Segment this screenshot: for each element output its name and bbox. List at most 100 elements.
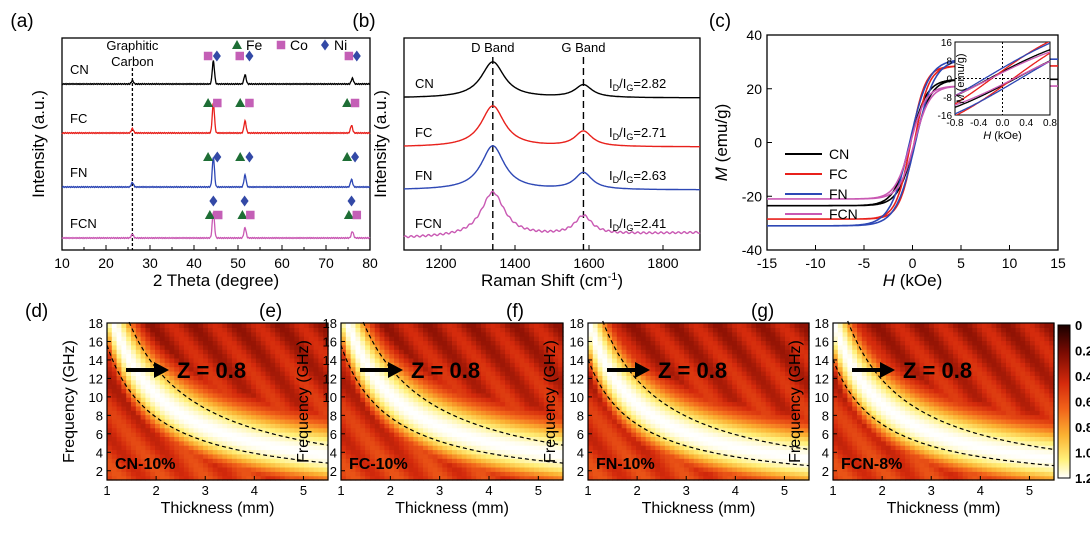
heatmap-cell: [621, 388, 628, 394]
heatmap-cell: [548, 410, 554, 416]
heatmap-cell: [350, 340, 357, 346]
heatmap-cell: [236, 458, 243, 464]
heatmap-cell: [159, 445, 166, 451]
heatmap-cell: [413, 418, 419, 424]
heatmap-cell: [212, 418, 219, 424]
heatmap-cell: [741, 440, 748, 446]
heatmap-cell: [236, 449, 243, 455]
heatmap-cell: [712, 375, 719, 381]
heatmap-cell: [765, 410, 772, 416]
heatmap-cell: [447, 405, 453, 411]
heatmap-cell: [116, 362, 123, 368]
heatmap-cell: [669, 323, 676, 328]
co-marker: [235, 51, 245, 61]
heatmap-cell: [107, 388, 113, 394]
heatmap-cell: [398, 418, 405, 424]
heatmap-cell: [669, 432, 676, 437]
heatmap-cell: [664, 340, 671, 346]
heatmap-cell: [746, 357, 752, 363]
heatmap-cell: [241, 475, 247, 481]
heatmap-cell: [121, 327, 127, 333]
heatmap-cell: [193, 423, 199, 429]
heatmap-cell: [514, 471, 521, 477]
inset-series-FN: [955, 42, 1050, 115]
heatmap-cell: [626, 340, 632, 346]
heatmap-cell: [350, 453, 357, 459]
heatmap-cell: [553, 423, 559, 429]
heatmap-cell: [688, 397, 695, 403]
heatmap-cell: [179, 405, 185, 411]
heatmap-cell: [265, 453, 271, 459]
heatmap-cell: [116, 414, 123, 420]
heatmap-cell: [294, 436, 300, 442]
heatmap-cell: [727, 458, 733, 464]
heatmap-cell: [442, 344, 448, 350]
heatmap-cell: [423, 340, 429, 346]
heatmap-cell: [529, 336, 535, 342]
heatmap-cell: [350, 353, 357, 359]
heatmap-cell: [616, 349, 623, 355]
heatmap-cell: [588, 344, 594, 350]
heatmap-cell: [660, 466, 666, 472]
heatmap-cell: [432, 471, 439, 477]
heatmap-cell: [121, 336, 127, 342]
heatmap-cell: [529, 392, 535, 398]
ni-marker: [352, 50, 361, 62]
heatmap-cell: [174, 401, 180, 407]
heatmap-cell: [394, 362, 400, 368]
heatmap-cell: [746, 397, 752, 403]
heatmap-cell: [360, 323, 366, 328]
heatmap-cell: [126, 414, 132, 420]
heatmap-cell: [299, 353, 305, 359]
heatmap-cell: [480, 344, 487, 350]
heatmap-cell: [775, 336, 781, 342]
heatmap-cell: [660, 323, 666, 328]
heatmap-cell: [413, 458, 419, 464]
heatmap-cell: [379, 466, 386, 472]
heatmap-cell: [345, 427, 352, 433]
heatmap-cell: [514, 379, 521, 385]
heatmap-cell: [289, 458, 295, 464]
heatmap-cell: [107, 418, 113, 424]
heatmap-cell: [188, 336, 195, 342]
heatmap-cell: [679, 388, 685, 394]
heatmap-cell: [664, 375, 671, 381]
heatmap-cell: [524, 340, 530, 346]
heatmap-cell: [770, 379, 776, 385]
heatmap-cell: [408, 370, 414, 376]
heatmap-cell: [294, 458, 300, 464]
heatmap-cell: [592, 349, 599, 355]
heatmap-cell: [379, 397, 386, 403]
heatmap-cell: [437, 432, 443, 437]
heatmap-cell: [427, 453, 434, 459]
heatmap-cell: [345, 344, 352, 350]
heatmap-cell: [398, 405, 405, 411]
heatmap-cell: [607, 327, 613, 333]
heatmap-cell: [636, 331, 642, 337]
y-axis-label: Frequency (GHz): [61, 340, 78, 463]
heatmap-cell: [231, 353, 238, 359]
heatmap-cell: [674, 405, 680, 411]
heatmap-cell: [403, 401, 410, 407]
heatmap-cell: [255, 344, 262, 350]
y-tick-label: 8: [96, 408, 103, 423]
heatmap-cell: [509, 323, 516, 328]
heatmap-cell: [452, 471, 458, 477]
heatmap-cell: [588, 392, 594, 398]
heatmap-cell: [222, 384, 228, 390]
heatmap-cell: [684, 471, 690, 477]
heatmap-cell: [384, 388, 390, 394]
heatmap-cell: [403, 471, 410, 477]
heatmap-cell: [650, 344, 656, 350]
heatmap-cell: [303, 462, 310, 468]
heatmap-cell: [495, 323, 501, 328]
heatmap-cell: [398, 331, 405, 337]
heatmap-cell: [592, 353, 599, 359]
heatmap-cell: [369, 427, 376, 433]
heatmap-cell: [655, 366, 661, 372]
heatmap-cell: [369, 349, 376, 355]
heatmap-cell: [169, 466, 175, 472]
heatmap-cell: [116, 458, 123, 464]
heatmap-cell: [203, 349, 209, 355]
heatmap-cell: [384, 466, 390, 472]
